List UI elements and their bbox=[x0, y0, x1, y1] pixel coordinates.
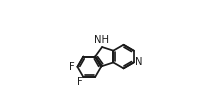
Text: N: N bbox=[135, 57, 142, 67]
Text: F: F bbox=[69, 62, 74, 72]
Text: F: F bbox=[78, 77, 83, 87]
Text: NH: NH bbox=[94, 35, 109, 45]
